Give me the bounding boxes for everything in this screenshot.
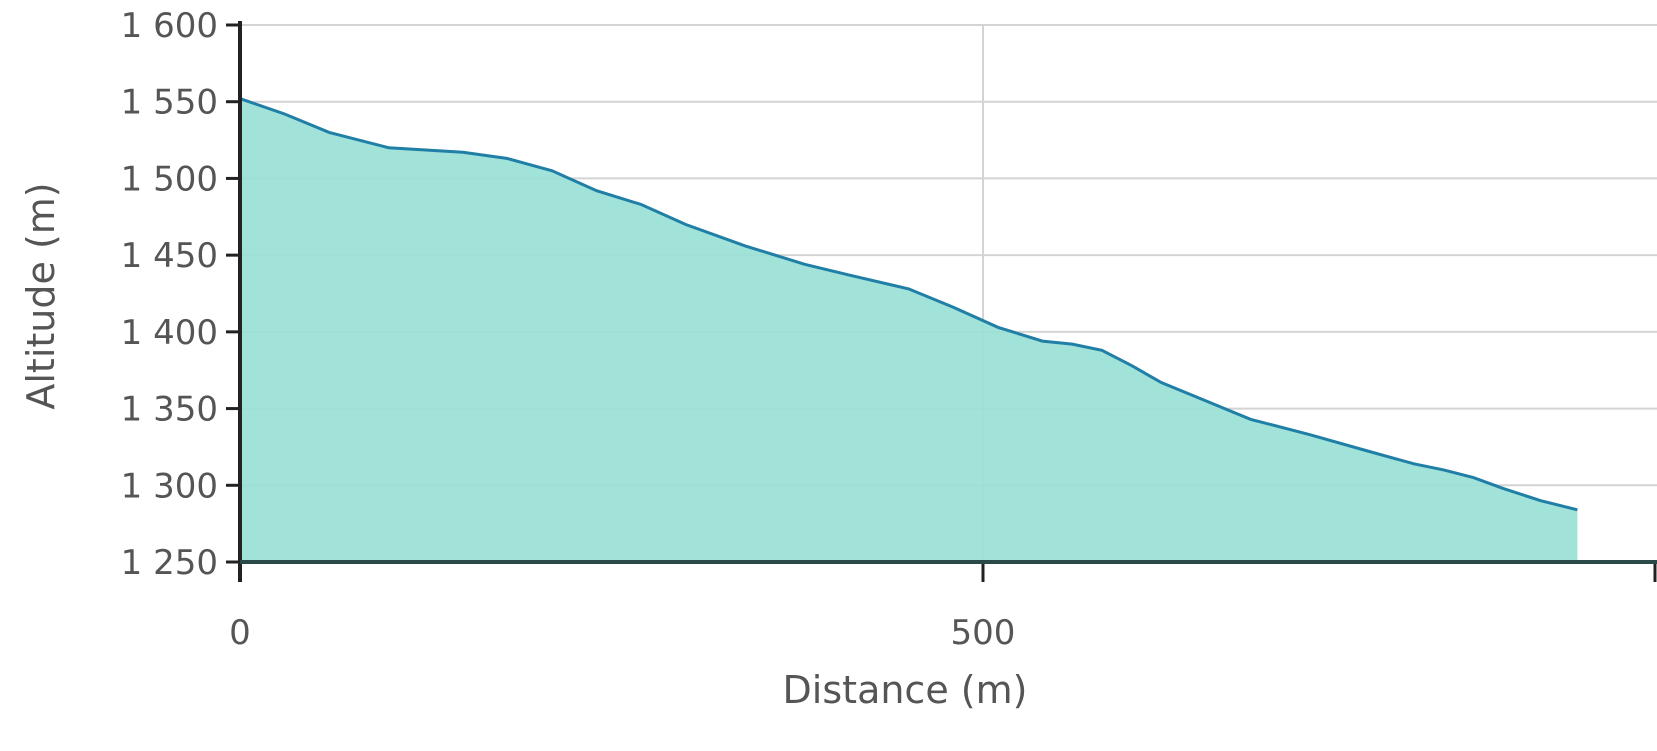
y-tick-label: 1 600 — [121, 6, 218, 46]
altitude-area-fill — [240, 98, 1578, 562]
axes — [226, 21, 1657, 582]
x-axis-title: Distance (m) — [783, 668, 1028, 712]
y-tick-label: 1 400 — [121, 313, 218, 353]
altitude-profile-line — [239, 97, 1578, 512]
y-tick-label: 1 250 — [121, 543, 218, 583]
y-tick-label: 1 300 — [121, 466, 218, 506]
x-tick-label: 0 — [229, 613, 251, 653]
y-tick-label: 1 500 — [121, 159, 218, 199]
tick-labels: 1 250 1 300 1 350 1 400 1 450 1 500 1 550 1 600… — [121, 6, 1016, 653]
y-tick-label: 1 450 — [121, 236, 218, 276]
x-tick-label: 500 — [951, 613, 1016, 653]
y-axis-title: Altitude (m) — [19, 182, 63, 409]
y-tick-label: 1 550 — [121, 83, 218, 123]
y-tick-label: 1 350 — [121, 390, 218, 430]
